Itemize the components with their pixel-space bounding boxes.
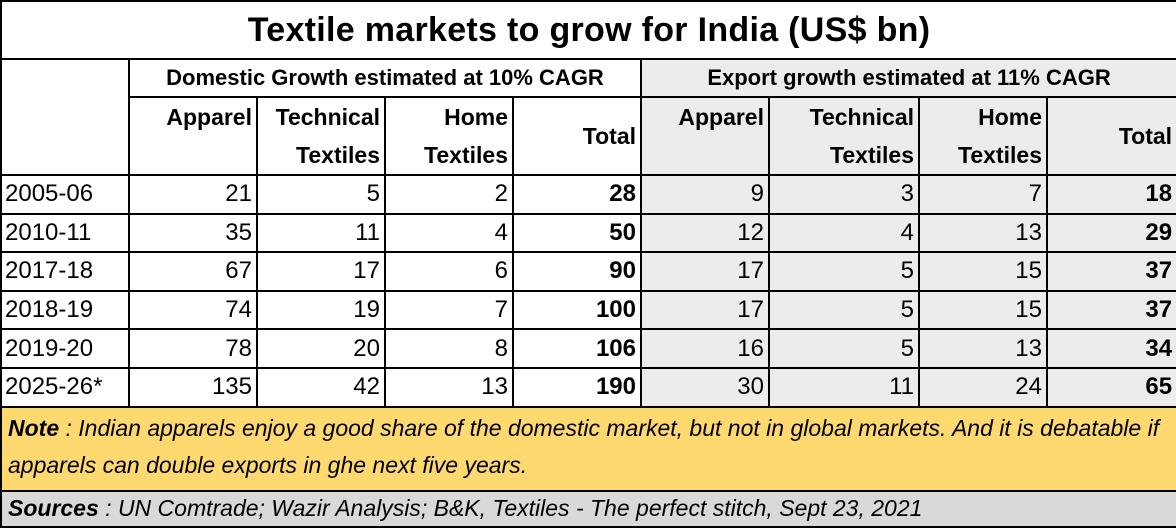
domestic-home-value: 13 bbox=[384, 366, 514, 408]
domestic-home-value: 8 bbox=[384, 328, 514, 369]
export-technical-value: 5 bbox=[768, 251, 920, 292]
export-home-value: 15 bbox=[918, 289, 1048, 331]
export-technical-value: 3 bbox=[768, 174, 920, 215]
table-row: 2019-20 78 20 8 106 16 5 13 34 bbox=[0, 328, 1176, 369]
domestic-technical-value: 42 bbox=[256, 366, 386, 408]
row-year: 2017-18 bbox=[0, 251, 130, 292]
table-title: Textile markets to grow for India (US$ b… bbox=[0, 0, 1176, 60]
domestic-total-value: 50 bbox=[512, 212, 642, 254]
row-year: 2005-06 bbox=[0, 174, 130, 215]
export-technical-value: 11 bbox=[768, 366, 920, 408]
domestic-total-header: Total bbox=[512, 96, 642, 176]
domestic-home-value: 4 bbox=[384, 212, 514, 254]
domestic-apparel-value: 74 bbox=[128, 289, 258, 331]
export-total-value: 37 bbox=[1045, 289, 1176, 331]
domestic-technical-value: 20 bbox=[256, 328, 386, 369]
export-total-value: 65 bbox=[1045, 366, 1176, 408]
table-row: 2018-19 74 19 7 100 17 5 15 37 bbox=[0, 289, 1176, 331]
domestic-apparel-value: 78 bbox=[128, 328, 258, 369]
sources-box: Sources : UN Comtrade; Wazir Analysis; B… bbox=[0, 489, 1176, 528]
sources-text: UN Comtrade; Wazir Analysis; B&K, Textil… bbox=[117, 495, 923, 522]
domestic-apparel-header: Apparel bbox=[128, 96, 258, 176]
domestic-total-value: 190 bbox=[512, 366, 642, 408]
export-group-header: Export growth estimated at 11% CAGR bbox=[639, 58, 1176, 98]
domestic-home-header: Home Textiles bbox=[384, 96, 514, 176]
domestic-home-value: 2 bbox=[384, 174, 514, 215]
export-home-value: 7 bbox=[918, 174, 1048, 215]
export-apparel-header: Apparel bbox=[640, 96, 770, 176]
row-year: 2019-20 bbox=[0, 328, 130, 369]
domestic-technical-value: 11 bbox=[256, 212, 386, 254]
note-label: Note bbox=[8, 414, 60, 441]
export-total-value: 29 bbox=[1045, 212, 1176, 254]
row-year: 2010-11 bbox=[0, 212, 130, 254]
table-row: 2017-18 67 17 6 90 17 5 15 37 bbox=[0, 251, 1176, 292]
export-home-value: 24 bbox=[918, 366, 1048, 408]
export-home-value: 13 bbox=[918, 212, 1048, 254]
note-box: Note : Indian apparels enjoy a good shar… bbox=[0, 405, 1176, 492]
table-body: 2005-06 21 5 2 28 9 3 7 18 2010-11 35 11 4 50 12 4 13 29 2… bbox=[0, 174, 1176, 408]
table-row: 2005-06 21 5 2 28 9 3 7 18 bbox=[0, 174, 1176, 215]
row-year: 2025-26* bbox=[0, 366, 130, 408]
domestic-total-value: 106 bbox=[512, 328, 642, 369]
domestic-apparel-value: 135 bbox=[128, 366, 258, 408]
export-technical-value: 4 bbox=[768, 212, 920, 254]
domestic-home-value: 7 bbox=[384, 289, 514, 331]
export-technical-value: 5 bbox=[768, 289, 920, 331]
domestic-technical-value: 5 bbox=[256, 174, 386, 215]
export-technical-value: 5 bbox=[768, 328, 920, 369]
domestic-technical-header: Technical Textiles bbox=[256, 96, 386, 176]
domestic-apparel-value: 21 bbox=[128, 174, 258, 215]
sources-label: Sources bbox=[8, 495, 99, 522]
domestic-group-header: Domestic Growth estimated at 10% CAGR bbox=[128, 58, 642, 98]
domestic-technical-value: 19 bbox=[256, 289, 386, 331]
table-row: 2025-26* 135 42 13 190 30 11 24 65 bbox=[0, 366, 1176, 408]
export-home-header: Home Textiles bbox=[918, 96, 1048, 176]
export-apparel-value: 16 bbox=[640, 328, 770, 369]
corner-cell bbox=[0, 58, 130, 176]
domestic-apparel-value: 35 bbox=[128, 212, 258, 254]
export-apparel-value: 12 bbox=[640, 212, 770, 254]
domestic-home-value: 6 bbox=[384, 251, 514, 292]
export-home-value: 13 bbox=[918, 328, 1048, 369]
export-total-value: 34 bbox=[1045, 328, 1176, 369]
export-apparel-value: 30 bbox=[640, 366, 770, 408]
note-text: Indian apparels enjoy a good share of th… bbox=[8, 414, 1160, 478]
export-technical-header: Technical Textiles bbox=[768, 96, 920, 176]
export-apparel-value: 17 bbox=[640, 251, 770, 292]
export-total-header: Total bbox=[1045, 96, 1176, 176]
export-total-value: 37 bbox=[1045, 251, 1176, 292]
export-apparel-value: 9 bbox=[640, 174, 770, 215]
export-apparel-value: 17 bbox=[640, 289, 770, 331]
domestic-technical-value: 17 bbox=[256, 251, 386, 292]
domestic-apparel-value: 67 bbox=[128, 251, 258, 292]
row-year: 2018-19 bbox=[0, 289, 130, 331]
domestic-total-value: 100 bbox=[512, 289, 642, 331]
export-home-value: 15 bbox=[918, 251, 1048, 292]
table-row: 2010-11 35 11 4 50 12 4 13 29 bbox=[0, 212, 1176, 254]
domestic-total-value: 28 bbox=[512, 174, 642, 215]
export-total-value: 18 bbox=[1045, 174, 1176, 215]
domestic-total-value: 90 bbox=[512, 251, 642, 292]
